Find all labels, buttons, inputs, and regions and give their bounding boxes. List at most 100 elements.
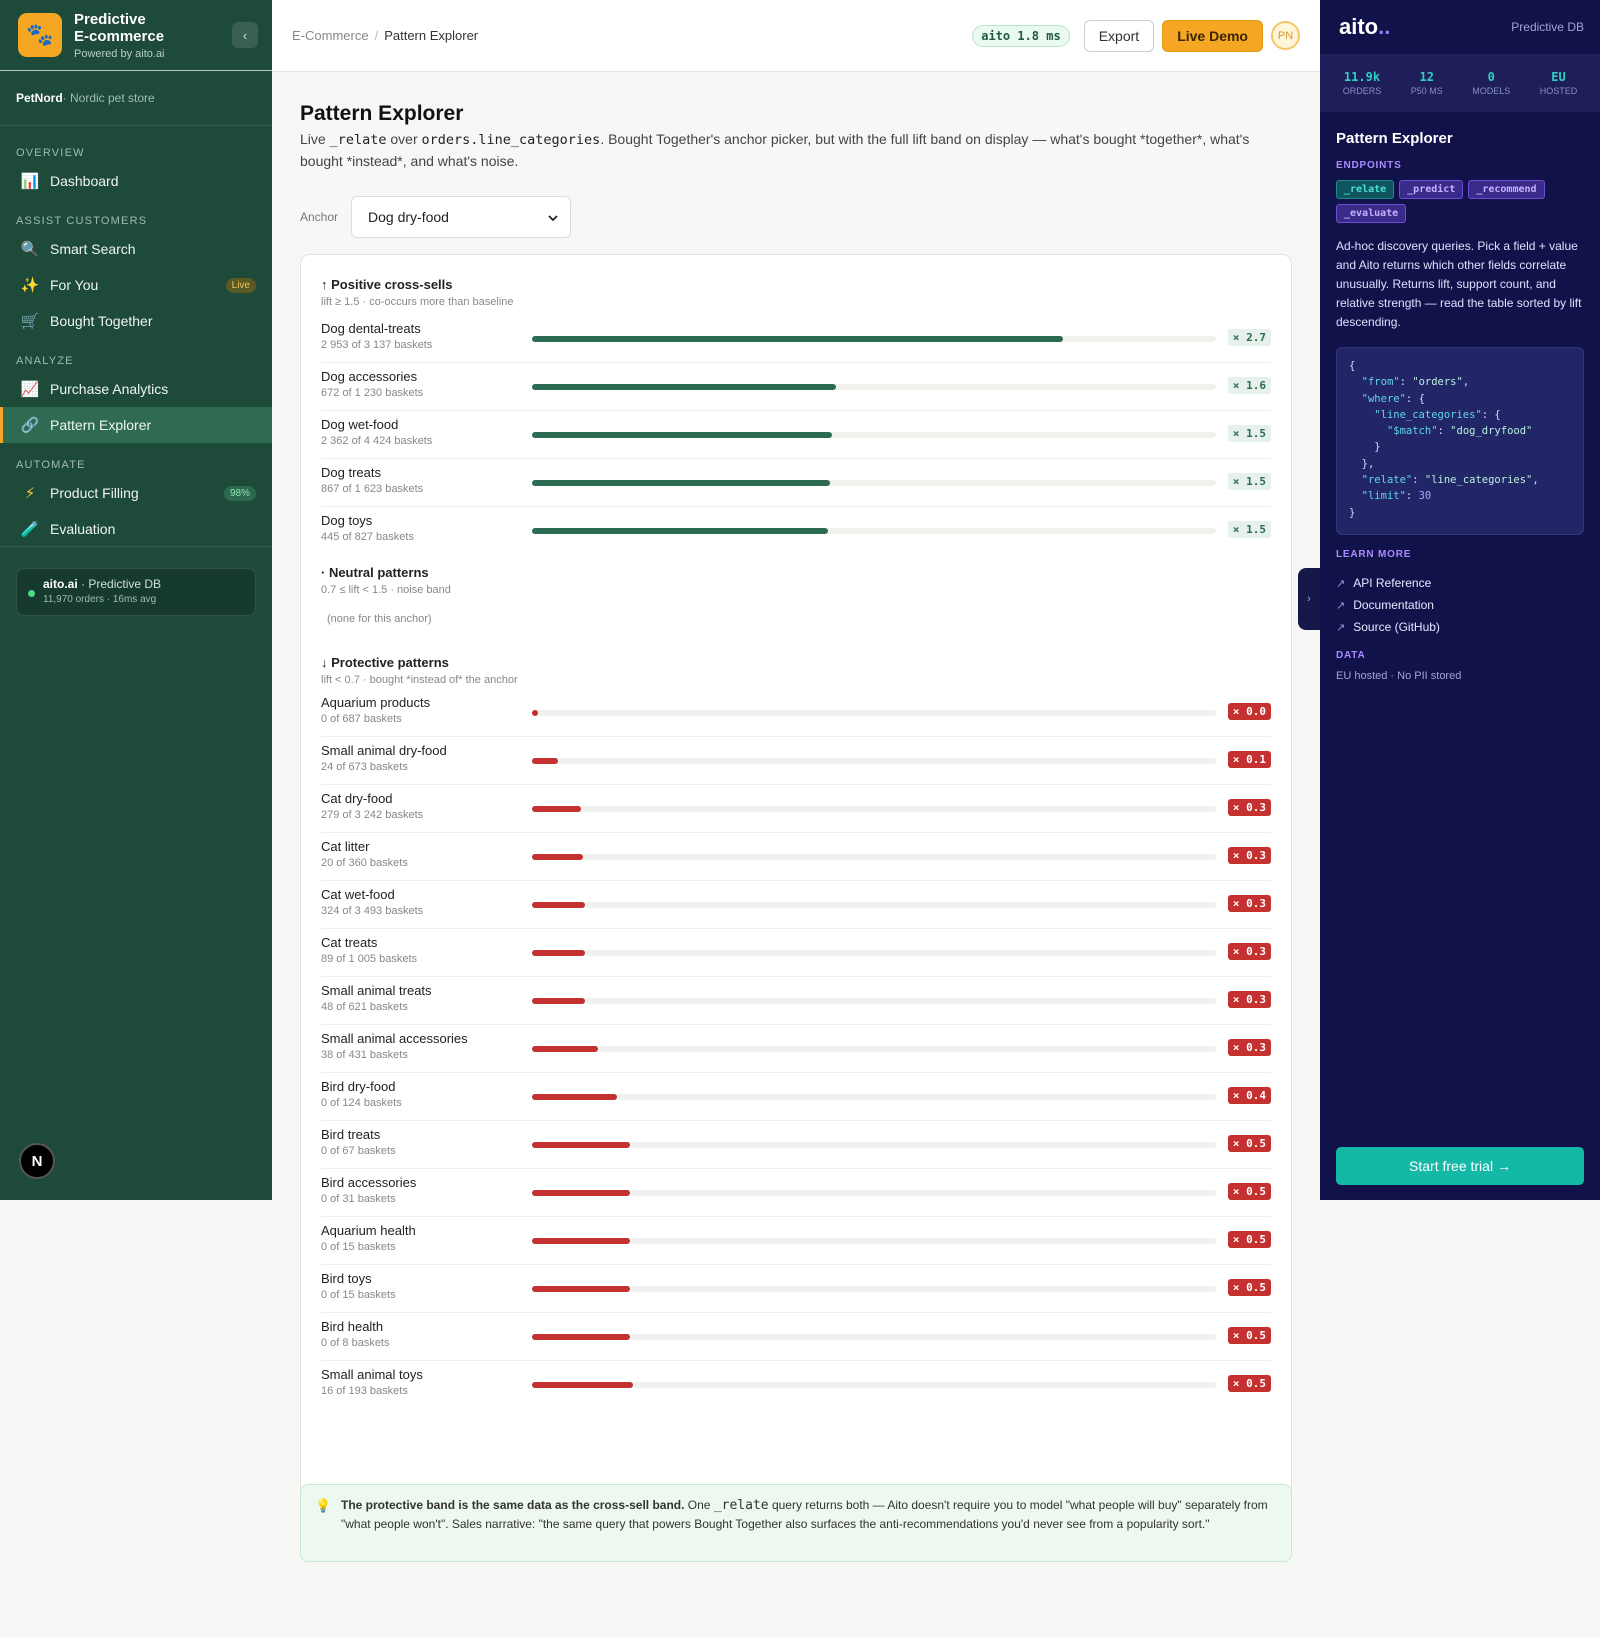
- chevron-down-icon: [548, 209, 558, 225]
- chevron-right-icon: ›: [1307, 593, 1311, 605]
- link-api-reference[interactable]: ↗ API Reference: [1336, 572, 1440, 594]
- link-documentation[interactable]: ↗ Documentation: [1336, 594, 1440, 616]
- insight-text2: query returns both — Aito doesn't requir…: [341, 1498, 1268, 1531]
- lift-bar-track: [532, 1334, 1216, 1340]
- category-name: Dog wet-food: [321, 417, 399, 432]
- lift-badge: × 0.3: [1227, 895, 1271, 912]
- lift-bar-track: [532, 384, 1216, 390]
- category-name: Dog accessories: [321, 369, 418, 384]
- basket-count: 48 of 621 baskets: [321, 1001, 408, 1013]
- code-key: "line_categories": [1374, 408, 1482, 421]
- category-name: Cat litter: [321, 839, 370, 854]
- category-name: Small animal dry-food: [321, 743, 447, 758]
- data-note: EU hosted · No PII stored: [1336, 670, 1462, 682]
- lift-bar-track: [532, 480, 1216, 486]
- patterns-card: ↑ Positive cross-sells lift ≥ 1.5 · co-o…: [300, 254, 1292, 1539]
- n-logo-button[interactable]: N: [19, 1143, 55, 1179]
- store-label: PetNord · Nordic pet store: [0, 71, 272, 126]
- pattern-row: Cat litter 20 of 360 baskets × 0.3: [321, 833, 1271, 881]
- code-number: 30: [1418, 490, 1432, 503]
- store-name: PetNord: [16, 91, 63, 105]
- link-icon: 🔗: [20, 417, 40, 434]
- sidebar-item-label: For You: [50, 277, 99, 293]
- status-name: aito.ai: [43, 577, 78, 591]
- sidebar-item-product-filling[interactable]: ⚡ Product Filling 98%: [0, 475, 272, 511]
- anchor-select[interactable]: Dog dry-food: [351, 196, 572, 238]
- lift-badge: × 2.7: [1227, 329, 1271, 346]
- positive-section-subtitle: lift ≥ 1.5 · co-occurs more than baselin…: [321, 296, 514, 308]
- sidebar-item-smart-search[interactable]: 🔍 Smart Search: [0, 231, 272, 267]
- lift-badge: × 0.3: [1227, 943, 1271, 960]
- lift-badge: × 0.3: [1227, 1039, 1271, 1056]
- sidebar-item-pattern-explorer[interactable]: 🔗 Pattern Explorer: [0, 407, 272, 443]
- lift-bar-fill: [532, 528, 829, 534]
- desc-code-field: orders.line_categories: [421, 132, 601, 148]
- store-desc: · Nordic pet store: [62, 91, 155, 105]
- nav-section-analyze: ANALYZE: [16, 355, 74, 367]
- stat-models: 0 MODELS: [1472, 70, 1510, 96]
- breadcrumb-current: Pattern Explorer: [384, 28, 479, 43]
- basket-count: 324 of 3 493 baskets: [321, 905, 424, 917]
- code-key: "$match": [1386, 425, 1438, 438]
- stat-value: 12: [1419, 70, 1434, 84]
- sidebar-item-dashboard[interactable]: 📊 Dashboard: [0, 163, 272, 199]
- code-key: "limit": [1361, 490, 1406, 503]
- stat-label: HOSTED: [1539, 86, 1578, 96]
- external-link-icon: ↗: [1336, 577, 1346, 590]
- positive-section-title: ↑ Positive cross-sells: [321, 277, 453, 292]
- link-label: API Reference: [1353, 576, 1432, 590]
- pattern-row: Bird dry-food 0 of 124 baskets × 0.4: [321, 1073, 1271, 1121]
- pattern-row: Bird treats 0 of 67 baskets × 0.5: [321, 1121, 1271, 1169]
- lift-bar-track: [532, 1382, 1216, 1388]
- external-link-icon: ↗: [1336, 599, 1346, 612]
- link-source-github[interactable]: ↗ Source (GitHub): [1336, 616, 1440, 638]
- sidebar-item-for-you[interactable]: ✨ For You Live: [0, 267, 272, 303]
- endpoint-chip-predict[interactable]: _predict: [1399, 180, 1464, 199]
- lift-bar-fill: [532, 854, 584, 860]
- lift-badge: × 0.3: [1227, 847, 1271, 864]
- panel-toggle-button[interactable]: ›: [1298, 568, 1320, 630]
- lightbulb-icon: 💡: [315, 1498, 332, 1513]
- collapse-sidebar-button[interactable]: ‹: [232, 22, 258, 48]
- basket-count: 279 of 3 242 baskets: [321, 809, 424, 821]
- endpoint-chip-relate[interactable]: _relate: [1336, 180, 1395, 199]
- category-name: Bird accessories: [321, 1175, 417, 1190]
- stat-orders: 11.9k ORDERS: [1343, 70, 1382, 96]
- stat-label: ORDERS: [1342, 86, 1382, 96]
- status-line1: aito.ai · Predictive DB: [43, 577, 245, 591]
- search-icon: 🔍: [20, 241, 40, 258]
- code-key: "relate": [1361, 474, 1413, 487]
- lift-bar-fill: [532, 710, 539, 716]
- aito-status-card: aito.ai · Predictive DB 11,970 orders · …: [16, 568, 256, 616]
- stat-p50: 12 P50 MS: [1411, 70, 1443, 96]
- sidebar-item-purchase-analytics[interactable]: 📈 Purchase Analytics: [0, 371, 272, 407]
- sidebar-item-bought-together[interactable]: 🛒 Bought Together: [0, 303, 272, 339]
- lift-bar-fill: [532, 902, 586, 908]
- desc-part1: Live: [300, 131, 330, 147]
- export-button[interactable]: Export: [1083, 19, 1155, 52]
- top-bar: E-Commerce / Pattern Explorer aito 1.8 ms …: [272, 0, 1320, 72]
- lift-bar-track: [532, 902, 1216, 908]
- breadcrumb-root[interactable]: E-Commerce: [292, 28, 369, 43]
- lift-badge: × 0.1: [1227, 751, 1271, 768]
- live-demo-button[interactable]: Live Demo: [1162, 19, 1263, 52]
- basket-count: 867 of 1 623 baskets: [321, 483, 424, 495]
- cart-icon: 🛒: [20, 313, 40, 330]
- status-dot-icon: [28, 590, 35, 597]
- category-name: Small animal toys: [321, 1367, 423, 1382]
- endpoint-chip-recommend[interactable]: _recommend: [1468, 180, 1545, 199]
- panel-stats: 11.9k ORDERS 12 P50 MS 0 MODELS EU HOSTED: [1320, 54, 1600, 112]
- start-free-trial-button[interactable]: Start free trial →: [1336, 1147, 1584, 1185]
- lift-badge: × 0.3: [1227, 991, 1271, 1008]
- lift-bar-fill: [532, 1382, 633, 1388]
- avatar[interactable]: PN: [1271, 21, 1300, 50]
- lift-bar-fill: [532, 1046, 598, 1052]
- code-string: "dog_dryfood": [1450, 425, 1533, 438]
- lift-bar-track: [532, 1142, 1216, 1148]
- lift-bar-track: [532, 1094, 1216, 1100]
- basket-count: 672 of 1 230 baskets: [321, 387, 424, 399]
- sidebar-item-evaluation[interactable]: 🧪 Evaluation: [0, 511, 272, 547]
- endpoint-chip-evaluate[interactable]: _evaluate: [1336, 204, 1407, 223]
- lift-bar-track: [532, 432, 1216, 438]
- page-title: Pattern Explorer: [300, 102, 464, 125]
